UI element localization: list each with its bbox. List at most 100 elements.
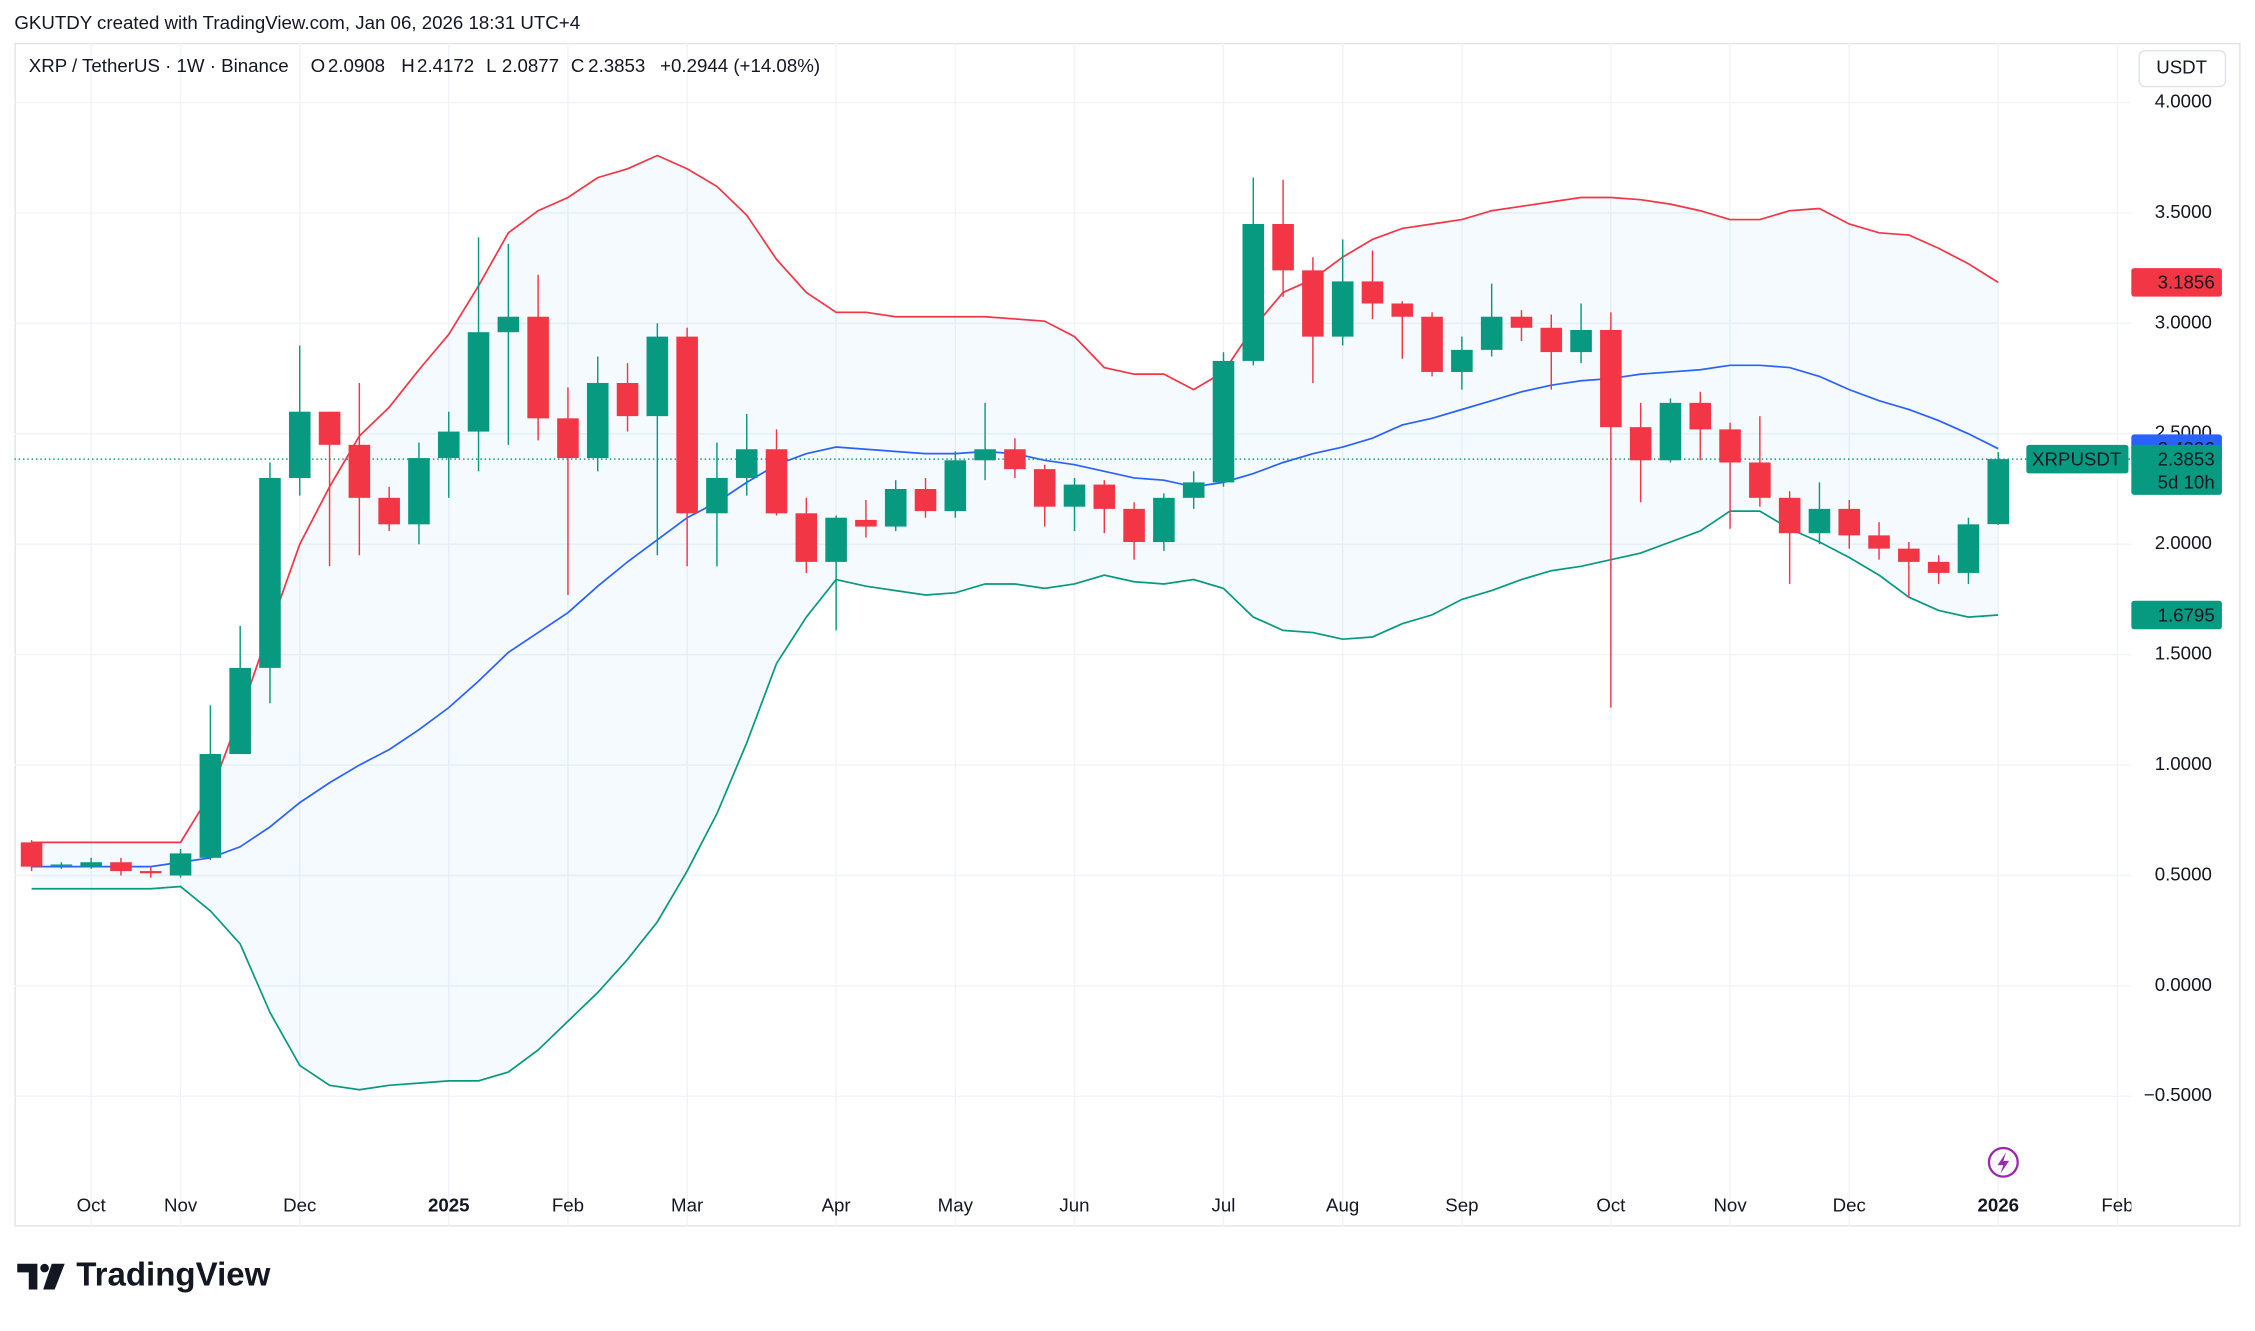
candle-body xyxy=(80,862,102,867)
x-tick-label: Nov xyxy=(1713,1195,1747,1216)
ohlc-letter: H xyxy=(401,55,414,76)
candle-body xyxy=(199,754,222,858)
band-fill xyxy=(31,155,1999,1090)
y-tick-label: 0.5000 xyxy=(2155,863,2212,884)
candle-body xyxy=(1600,329,1622,428)
candle-body xyxy=(1510,316,1533,328)
x-tick-label: May xyxy=(938,1195,974,1216)
candle-body xyxy=(1361,281,1384,304)
ohlc-value: 2.0877 xyxy=(502,55,559,76)
x-tick-label: Oct xyxy=(1596,1195,1626,1216)
candle-body xyxy=(586,382,609,459)
chart-frame xyxy=(14,42,2241,1227)
y-tick-label: 0.0000 xyxy=(2155,974,2212,995)
x-tick-label: Feb xyxy=(552,1195,584,1216)
countdown: 5d 10h xyxy=(2158,471,2215,492)
x-tick-label: Dec xyxy=(283,1195,316,1216)
candle-body xyxy=(735,449,758,478)
candle-body xyxy=(974,449,996,461)
candle-body xyxy=(884,489,907,527)
candle-body xyxy=(944,460,967,512)
candle-body xyxy=(527,316,549,419)
candle-body xyxy=(616,382,639,417)
x-tick-label: 2026 xyxy=(1977,1195,2019,1216)
candle-body xyxy=(50,864,73,866)
x-tick-label: Dec xyxy=(1833,1195,1866,1216)
band-value-box xyxy=(2131,268,2222,297)
candle-body xyxy=(1331,281,1354,337)
candle-body xyxy=(1421,316,1443,372)
candle-body xyxy=(229,667,251,755)
candle-body xyxy=(169,853,192,876)
candle-body xyxy=(1570,329,1592,353)
x-tick-label: Apr xyxy=(822,1195,851,1216)
candle-body xyxy=(1778,497,1801,534)
currency-box[interactable] xyxy=(2138,50,2227,88)
ohlc-value: 2.0908 xyxy=(328,55,385,76)
candle-body xyxy=(110,862,132,872)
candle-body xyxy=(259,477,281,668)
candle-body xyxy=(1451,349,1473,372)
candle-body xyxy=(378,497,400,525)
candle-body xyxy=(467,332,490,432)
y-tick-label: 2.0000 xyxy=(2155,532,2212,553)
ohlc-value: 2.3853 xyxy=(588,55,645,76)
candle-body xyxy=(318,411,341,445)
y-tick-label: 4.0000 xyxy=(2155,90,2212,111)
candle-body xyxy=(1987,459,2010,525)
candle-body xyxy=(1182,482,1205,498)
symbol-label: XRPUSDT xyxy=(2032,449,2121,470)
ohlc-letter: L xyxy=(486,55,496,76)
candle-body xyxy=(1808,508,1831,534)
candle-body xyxy=(20,842,43,867)
candle-body xyxy=(1272,223,1294,271)
candle-body xyxy=(646,336,669,417)
candle-body xyxy=(1063,484,1086,507)
candle-body xyxy=(1719,429,1741,463)
candle-body xyxy=(1689,402,1712,430)
candle-body xyxy=(1391,303,1414,317)
candle-body xyxy=(1212,360,1235,483)
logo xyxy=(17,1263,65,1290)
candle-body xyxy=(1242,223,1265,361)
symbol-box xyxy=(2026,444,2129,474)
y-tick-label: 3.5000 xyxy=(2155,201,2212,222)
band-value-label: 3.1856 xyxy=(2158,272,2215,293)
candle-body xyxy=(706,477,728,514)
y-tick-label: 1.0000 xyxy=(2155,753,2212,774)
x-tick-label: 2025 xyxy=(428,1195,470,1216)
y-tick-label: 1.5000 xyxy=(2155,643,2212,664)
candle-body xyxy=(1868,535,1890,549)
candle-body xyxy=(1480,316,1503,350)
candle-body xyxy=(1540,327,1563,353)
credit: GKUTDY created with TradingView.com, Jan… xyxy=(14,12,580,33)
x-tick-label: Jun xyxy=(1059,1195,1089,1216)
candle-body xyxy=(676,336,698,514)
candle-body xyxy=(1302,270,1324,337)
candle-body xyxy=(1838,508,1861,536)
x-tick-label: Mar xyxy=(671,1195,703,1216)
ohlc-letter: C xyxy=(571,55,584,76)
x-tick-label: Sep xyxy=(1445,1195,1478,1216)
candle-body xyxy=(1153,497,1175,543)
candle-body xyxy=(557,418,579,459)
candle-body xyxy=(1927,561,1950,573)
candle-body xyxy=(825,517,847,562)
ohlc-value: 2.4172 xyxy=(417,55,474,76)
alert-icon[interactable] xyxy=(1987,1146,2019,1178)
brand: TradingView xyxy=(76,1255,271,1292)
y-tick-label: −0.5000 xyxy=(2144,1084,2212,1105)
candle-body xyxy=(348,444,371,498)
currency[interactable]: USDT xyxy=(2156,57,2207,78)
candle-body xyxy=(1093,484,1116,509)
candle-body xyxy=(497,316,520,333)
candle-body xyxy=(288,411,311,478)
price-label: 2.3853 xyxy=(2158,449,2215,470)
x-tick-label: Aug xyxy=(1326,1195,1359,1216)
price-box xyxy=(2131,444,2222,495)
candle-body xyxy=(1629,427,1652,461)
candle-body xyxy=(1033,469,1056,507)
band-value-box xyxy=(2131,600,2222,630)
